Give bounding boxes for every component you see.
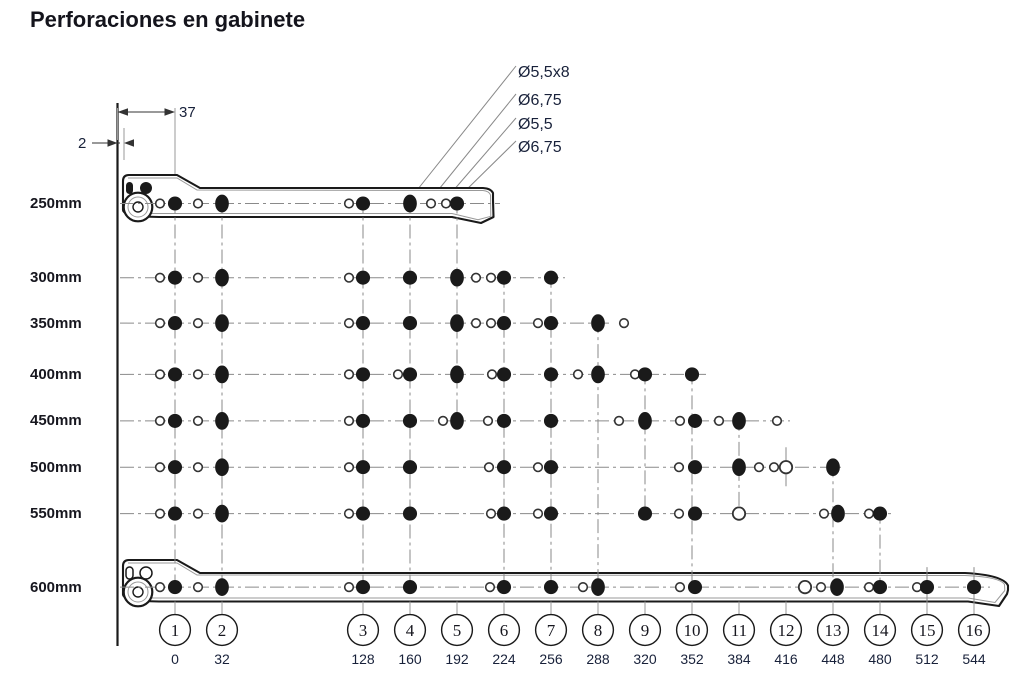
svg-text:352: 352 (680, 651, 704, 667)
svg-text:192: 192 (445, 651, 469, 667)
svg-text:Perforaciones en gabinete: Perforaciones en gabinete (30, 7, 305, 32)
svg-text:128: 128 (351, 651, 375, 667)
svg-text:544: 544 (962, 651, 986, 667)
svg-text:224: 224 (492, 651, 516, 667)
svg-text:400mm: 400mm (30, 366, 82, 383)
svg-text:288: 288 (586, 651, 610, 667)
svg-text:0: 0 (171, 651, 179, 667)
svg-text:32: 32 (214, 651, 230, 667)
svg-text:512: 512 (915, 651, 939, 667)
svg-text:9: 9 (641, 621, 650, 640)
svg-text:12: 12 (778, 621, 795, 640)
svg-text:550mm: 550mm (30, 505, 82, 522)
svg-text:Ø6,75: Ø6,75 (518, 139, 562, 156)
svg-text:Ø5,5: Ø5,5 (518, 116, 553, 133)
svg-text:320: 320 (633, 651, 657, 667)
svg-text:384: 384 (727, 651, 751, 667)
svg-text:7: 7 (547, 621, 556, 640)
svg-text:1: 1 (171, 621, 180, 640)
svg-text:8: 8 (594, 621, 603, 640)
svg-text:37: 37 (179, 104, 196, 121)
svg-text:448: 448 (821, 651, 845, 667)
svg-text:500mm: 500mm (30, 459, 82, 476)
svg-text:3: 3 (359, 621, 368, 640)
svg-text:250mm: 250mm (30, 195, 82, 212)
svg-text:4: 4 (406, 621, 415, 640)
svg-text:160: 160 (398, 651, 422, 667)
svg-text:480: 480 (868, 651, 892, 667)
svg-text:256: 256 (539, 651, 563, 667)
svg-text:2: 2 (218, 621, 227, 640)
svg-text:6: 6 (500, 621, 509, 640)
svg-text:11: 11 (731, 621, 747, 640)
svg-text:600mm: 600mm (30, 579, 82, 596)
svg-text:14: 14 (872, 621, 890, 640)
svg-text:5: 5 (453, 621, 462, 640)
svg-text:Ø6,75: Ø6,75 (518, 92, 562, 109)
svg-text:416: 416 (774, 651, 798, 667)
svg-text:450mm: 450mm (30, 412, 82, 429)
svg-text:16: 16 (966, 621, 983, 640)
svg-text:300mm: 300mm (30, 269, 82, 286)
svg-text:13: 13 (825, 621, 842, 640)
svg-text:Ø5,5x8: Ø5,5x8 (518, 64, 570, 81)
svg-text:350mm: 350mm (30, 315, 82, 332)
svg-text:15: 15 (919, 621, 936, 640)
svg-text:2: 2 (78, 135, 86, 152)
svg-text:10: 10 (684, 621, 701, 640)
